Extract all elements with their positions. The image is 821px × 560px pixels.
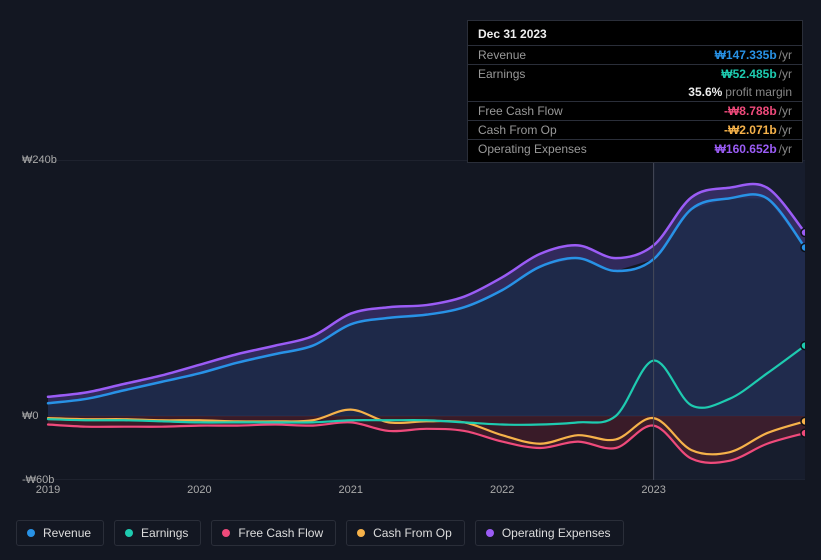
x-axis: 2019 2020 2021 2022 2023 [16, 484, 805, 504]
x-axis-tick-label: 2023 [641, 484, 665, 496]
legend-dot-icon [125, 529, 133, 537]
tooltip-row-value: ₩147.335b/yr [715, 48, 792, 62]
legend-dot-icon [222, 529, 230, 537]
tooltip-row: Cash From Op -₩2.071b/yr [468, 121, 802, 140]
tooltip-row-label: Revenue [478, 48, 526, 62]
chart-tooltip: Dec 31 2023 Revenue ₩147.335b/yr Earnings ₩… [467, 20, 803, 163]
legend-item-revenue[interactable]: Revenue [16, 520, 104, 546]
tooltip-row-value: ₩160.652b/yr [715, 142, 792, 156]
tooltip-row-label: Cash From Op [478, 123, 557, 137]
x-axis-tick-label: 2021 [339, 484, 363, 496]
tooltip-row-value: -₩2.071b/yr [724, 123, 792, 137]
tooltip-row-label: Free Cash Flow [478, 104, 563, 118]
tooltip-row-label: Operating Expenses [478, 142, 587, 156]
legend-item-label: Operating Expenses [502, 526, 611, 540]
tooltip-row: Revenue ₩147.335b/yr [468, 46, 802, 65]
tooltip-row: Earnings ₩52.485b/yr [468, 65, 802, 83]
x-axis-tick-label: 2020 [187, 484, 211, 496]
legend-dot-icon [27, 529, 35, 537]
legend-item-label: Free Cash Flow [238, 526, 323, 540]
tooltip-profit-margin: 35.6%profit margin [468, 83, 802, 102]
y-axis-tick-label: ₩0 [22, 410, 39, 422]
legend-item-op_expenses[interactable]: Operating Expenses [475, 520, 624, 546]
tooltip-row-value: ₩52.485b/yr [721, 67, 792, 81]
y-axis-tick-label: ₩240b [22, 154, 57, 166]
tooltip-row: Free Cash Flow -₩8.788b/yr [468, 102, 802, 121]
legend-item-earnings[interactable]: Earnings [114, 520, 201, 546]
tooltip-row-label: Earnings [478, 67, 525, 81]
legend: Revenue Earnings Free Cash Flow Cash From O… [16, 520, 624, 546]
legend-item-label: Cash From Op [373, 526, 452, 540]
chart-plot-area[interactable] [16, 160, 805, 480]
tooltip-row: Operating Expenses ₩160.652b/yr [468, 140, 802, 158]
x-axis-tick-label: 2022 [490, 484, 514, 496]
x-axis-tick-label: 2019 [36, 484, 60, 496]
legend-item-cfo[interactable]: Cash From Op [346, 520, 465, 546]
legend-item-label: Earnings [141, 526, 188, 540]
legend-item-label: Revenue [43, 526, 91, 540]
legend-item-fcf[interactable]: Free Cash Flow [211, 520, 336, 546]
y-axis: ₩240b₩0-₩60b [16, 160, 76, 480]
legend-dot-icon [486, 529, 494, 537]
tooltip-row-value: -₩8.788b/yr [724, 104, 792, 118]
legend-dot-icon [357, 529, 365, 537]
tooltip-date: Dec 31 2023 [468, 25, 802, 46]
